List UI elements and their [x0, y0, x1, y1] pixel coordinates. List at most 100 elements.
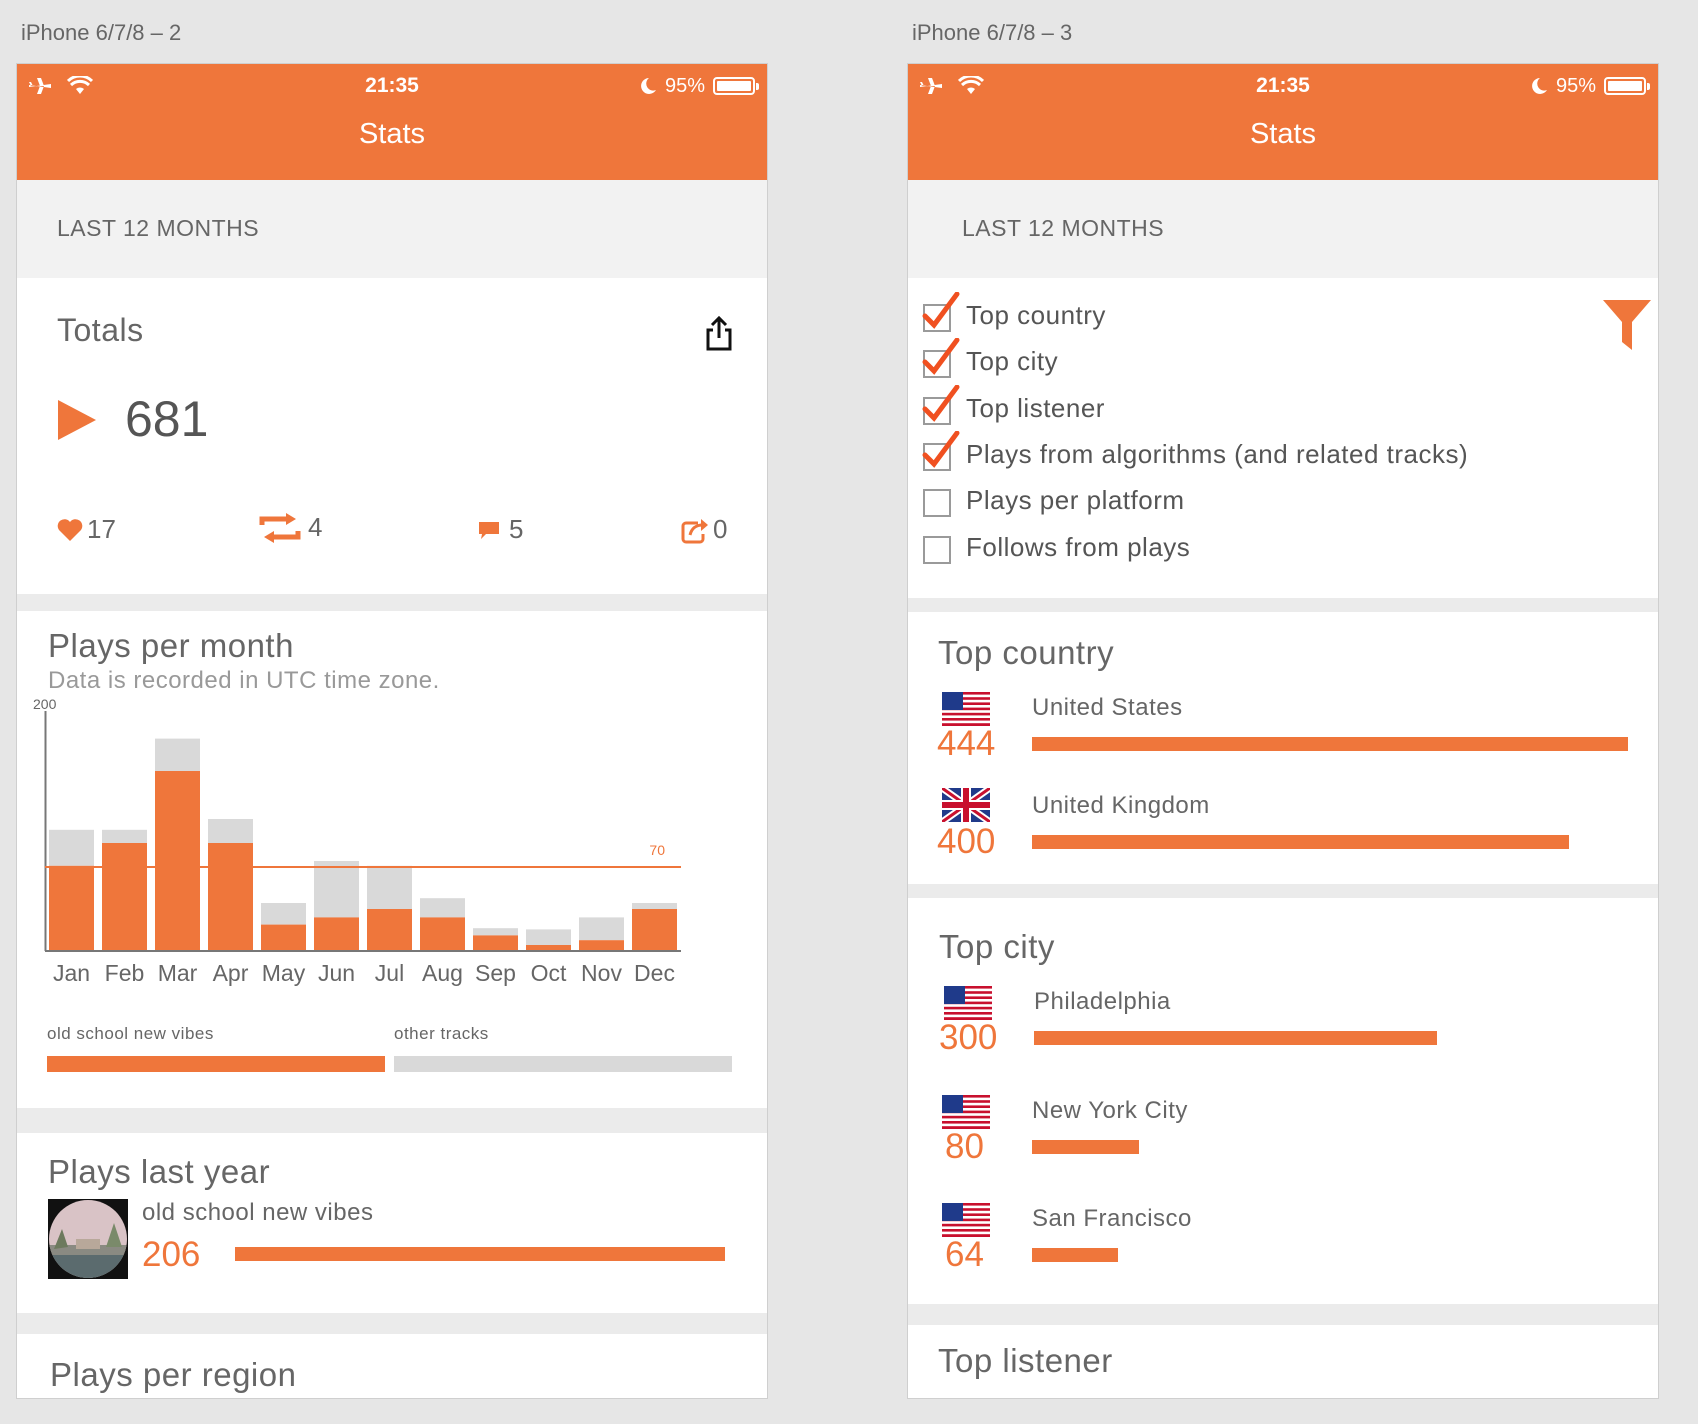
filter-option-label: Follows from plays — [966, 531, 1191, 562]
city-plays-bar — [1034, 1031, 1437, 1045]
app-header: 21:35 95% Stats — [17, 64, 767, 180]
checkmark-icon — [922, 338, 960, 376]
checkbox-unchecked[interactable] — [923, 489, 951, 518]
moon-icon — [641, 78, 656, 94]
range-label: LAST 12 MONTHS — [57, 215, 260, 241]
track-artwork — [48, 1199, 128, 1279]
y-tick-label: 200 — [33, 696, 57, 712]
bar-other-sep — [473, 928, 518, 936]
filter-option[interactable]: Plays from algorithms (and related track… — [908, 430, 1508, 475]
totals-card: Totals 681 17 4 5 — [17, 278, 767, 594]
bar-own-nov — [579, 940, 624, 951]
legend-swatch-own-track — [47, 1056, 385, 1072]
range-label-bar: LAST 12 MONTHS — [17, 180, 767, 278]
likes-stat: 17 — [57, 514, 116, 545]
x-tick-label: Feb — [105, 960, 145, 986]
bar-other-feb — [102, 829, 147, 843]
status-left — [918, 70, 984, 102]
country-plays-bar — [1032, 737, 1628, 751]
x-tick-label: Mar — [158, 960, 198, 986]
battery-icon — [1604, 77, 1650, 95]
city-name: San Francisco — [1032, 1205, 1192, 1232]
plays-per-month-chart: 200 Jan Feb Mar Apr May Jun Jul Aug Sep Oct Nov Dec 7… — [33, 696, 681, 986]
reposts-count: 4 — [308, 512, 323, 542]
page-title: Stats — [1249, 118, 1317, 150]
x-tick-label: Sep — [475, 960, 516, 986]
city-name: New York City — [1032, 1097, 1188, 1124]
bar-own-apr — [208, 843, 253, 951]
checkmark-icon — [922, 430, 960, 468]
range-label-bar: LAST 12 MONTHS — [908, 180, 1658, 278]
uk-flag-icon — [942, 788, 990, 822]
play-icon — [58, 400, 96, 440]
wifi-icon — [958, 76, 984, 94]
plays-per-month-card: Plays per month Data is recorded in UTC … — [17, 611, 767, 1108]
filter-icon[interactable] — [1601, 298, 1653, 352]
status-time: 21:35 — [365, 74, 419, 97]
filter-option[interactable]: Follows from plays — [908, 528, 1508, 568]
x-tick-label: May — [262, 960, 306, 986]
city-plays-count: 80 — [945, 1127, 984, 1166]
filter-option-label: Plays per platform — [966, 485, 1185, 516]
likes-count: 17 — [87, 514, 116, 544]
bar-own-may — [261, 924, 306, 951]
city-name: Philadelphia — [1034, 988, 1171, 1015]
page-title: Stats — [358, 118, 426, 150]
status-time: 21:35 — [1256, 74, 1310, 97]
track-plays-count: 206 — [142, 1235, 201, 1274]
shares-stat: 0 — [680, 514, 727, 545]
bar-own-mar — [155, 771, 200, 951]
x-tick-label: Apr — [213, 960, 249, 986]
legend-swatch-other-tracks — [394, 1056, 732, 1072]
x-tick-label: Jan — [53, 960, 90, 986]
checkbox-unchecked[interactable] — [923, 535, 951, 564]
app-header: 21:35 95% Stats — [908, 64, 1658, 180]
track-plays-bar — [235, 1247, 725, 1261]
us-flag-icon — [944, 986, 992, 1020]
x-tick-label: Nov — [581, 960, 622, 986]
top-country-card: Top country United States 444 United Kin… — [908, 612, 1658, 884]
plays-per-region-title: Plays per region — [50, 1356, 297, 1393]
x-tick-label: Oct — [531, 960, 567, 986]
filter-option[interactable]: Top city — [908, 338, 1508, 382]
bar-own-oct — [526, 945, 571, 951]
filter-option-label: Plays from algorithms (and related track… — [966, 438, 1469, 469]
country-plays-count: 400 — [937, 822, 996, 861]
track-title: old school new vibes — [142, 1199, 374, 1226]
share-forward-icon — [681, 518, 708, 543]
totals-title: Totals — [57, 312, 144, 348]
comments-count: 5 — [509, 514, 524, 544]
share-icon[interactable] — [704, 316, 734, 352]
filter-option[interactable]: Plays per platform — [908, 481, 1508, 521]
plays-per-month-title: Plays per month — [48, 627, 294, 664]
filter-option[interactable]: Top country — [908, 292, 1508, 336]
airplane-icon — [920, 78, 942, 94]
filter-option[interactable]: Top listener — [908, 384, 1508, 429]
country-plays-bar — [1032, 835, 1569, 849]
bar-other-oct — [526, 929, 571, 945]
artboard-label-1: iPhone 6/7/8 – 2 — [21, 20, 182, 45]
plays-last-year-card: Plays last year old school new vibes 206 — [17, 1133, 767, 1313]
bar-other-jul — [367, 865, 412, 909]
plays-last-year-title: Plays last year — [48, 1153, 271, 1190]
bar-other-mar — [155, 738, 200, 771]
country-name: United Kingdom — [1032, 792, 1210, 819]
total-plays-count: 681 — [125, 391, 209, 447]
country-plays-count: 444 — [937, 724, 996, 763]
us-flag-icon — [942, 692, 990, 726]
city-plays-count: 300 — [939, 1018, 998, 1057]
city-plays-bar — [1032, 1140, 1140, 1154]
wifi-icon — [67, 76, 93, 94]
phone-screen-stats-overview: 21:35 95% Stats LAST 12 MONTHS Totals 68… — [16, 63, 768, 1399]
bar-other-jan — [49, 829, 94, 866]
moon-icon — [1532, 78, 1547, 94]
status-right: 95% — [1530, 70, 1650, 102]
bar-other-aug — [420, 898, 465, 918]
range-label: LAST 12 MONTHS — [962, 215, 1165, 241]
bar-own-sep — [473, 935, 518, 951]
bar-own-aug — [420, 917, 465, 951]
airplane-icon — [29, 78, 51, 94]
filter-option-label: Top listener — [966, 392, 1105, 423]
phone-screen-stats-filters: 21:35 95% Stats LAST 12 MONTHS Top count… — [907, 63, 1659, 1399]
us-flag-icon — [942, 1095, 990, 1129]
